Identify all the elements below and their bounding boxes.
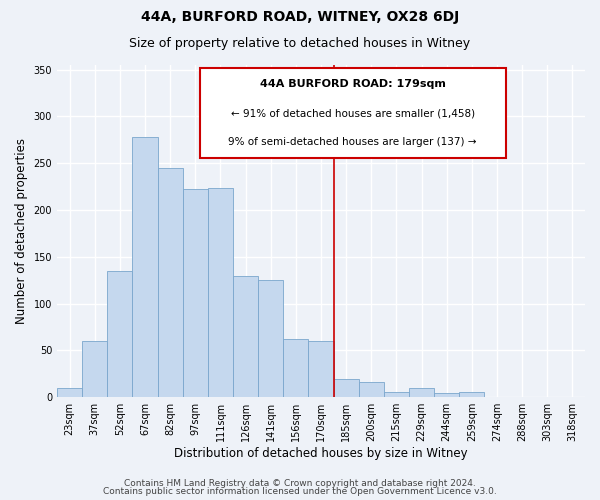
Bar (158, 168, 183, 397)
X-axis label: Distribution of detached houses by size in Witney: Distribution of detached houses by size … (174, 447, 468, 460)
Bar (233, 276, 258, 397)
Bar (459, 392, 484, 397)
Bar (183, 190, 208, 397)
Text: 44A, BURFORD ROAD, WITNEY, OX28 6DJ: 44A, BURFORD ROAD, WITNEY, OX28 6DJ (141, 10, 459, 24)
Bar (133, 137, 158, 397)
Bar (409, 388, 434, 397)
Bar (258, 280, 283, 397)
Bar (308, 341, 334, 397)
Bar (283, 339, 308, 397)
Text: Size of property relative to detached houses in Witney: Size of property relative to detached ho… (130, 38, 470, 51)
FancyBboxPatch shape (200, 68, 506, 158)
Bar (107, 271, 133, 397)
Text: 9% of semi-detached houses are larger (137) →: 9% of semi-detached houses are larger (1… (229, 137, 477, 147)
Text: ← 91% of detached houses are smaller (1,458): ← 91% of detached houses are smaller (1,… (230, 108, 475, 118)
Text: Contains HM Land Registry data © Crown copyright and database right 2024.: Contains HM Land Registry data © Crown c… (124, 478, 476, 488)
Text: 44A BURFORD ROAD: 179sqm: 44A BURFORD ROAD: 179sqm (260, 80, 446, 90)
Bar (359, 382, 384, 397)
Text: Contains public sector information licensed under the Open Government Licence v3: Contains public sector information licen… (103, 488, 497, 496)
Bar (384, 392, 409, 397)
Y-axis label: Number of detached properties: Number of detached properties (15, 138, 28, 324)
Bar (334, 380, 359, 397)
Bar (57, 388, 82, 397)
Bar (82, 341, 107, 397)
Bar (434, 394, 459, 397)
Bar (208, 188, 233, 397)
